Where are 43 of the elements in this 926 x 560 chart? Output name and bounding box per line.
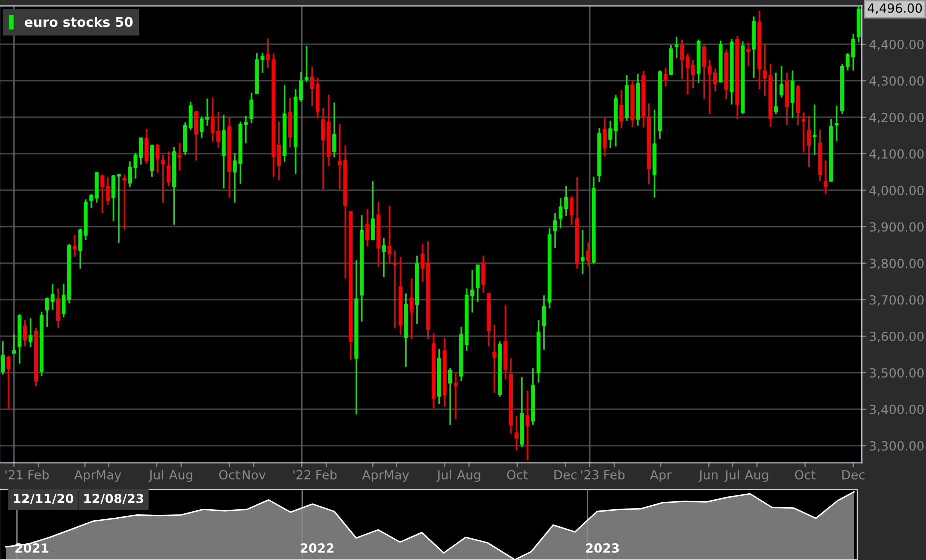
x-tick-label: Aug [457, 470, 480, 482]
x-tick-label: Dec [842, 470, 865, 480]
x-tick-label: Jul [436, 470, 452, 482]
y-tick-label: 4,300.00 [870, 76, 924, 88]
y-tick-label: 3,600.00 [870, 332, 924, 343]
x-tick-label: Apr [362, 470, 384, 482]
y-tick-label: 3,700.00 [870, 295, 924, 306]
x-tick-label: Oct [795, 470, 816, 480]
x-tick-label: Feb [604, 470, 625, 480]
x-tick-label: Jul [148, 470, 164, 482]
x-tick-label: Jun [698, 470, 718, 482]
x-tick-label: Dec [554, 470, 577, 480]
x-tick-label: '22 [294, 470, 311, 480]
y-tick-label: 3,400.00 [870, 404, 924, 416]
annotation: 12/11/20 [14, 494, 74, 504]
x-tick-label: Oct [219, 470, 240, 480]
x-tick-label: Feb [316, 470, 337, 480]
y-tick-label: 4,000.00 [870, 186, 924, 197]
y-tick-label: 3,800.00 [870, 258, 924, 270]
x-tick-label: Apr [74, 470, 96, 482]
x-tick-label: Feb [28, 470, 50, 480]
x-tick-label: Oct [507, 470, 528, 480]
x-tick-label: May [385, 470, 410, 482]
x-tick-label: '23 [582, 470, 599, 480]
legend-label: euro stocks 50 [24, 16, 133, 28]
x-tick-label: 2021 [16, 544, 49, 554]
annotation: 4,496.00 [868, 4, 922, 14]
y-tick-label: 4,400.00 [870, 40, 924, 51]
x-tick-label: Aug [169, 470, 192, 482]
annotation: 12/08/23 [84, 494, 144, 504]
x-tick-label: 2022 [300, 544, 334, 554]
x-tick-label: '21 [6, 470, 23, 480]
x-tick-label: Apr [650, 470, 672, 482]
y-tick-label: 4,200.00 [870, 112, 924, 124]
x-tick-label: May [97, 470, 122, 482]
y-tick-label: 4,100.00 [870, 149, 924, 160]
x-tick-label: Aug [745, 470, 768, 482]
x-tick-label: Nov [243, 470, 266, 480]
x-tick-label: Jul [724, 470, 740, 482]
y-tick-label: 3,900.00 [870, 222, 924, 234]
y-tick-label: 3,500.00 [870, 368, 924, 380]
y-tick-label: 3,300.00 [870, 441, 924, 452]
x-tick-label: 2023 [586, 544, 620, 554]
